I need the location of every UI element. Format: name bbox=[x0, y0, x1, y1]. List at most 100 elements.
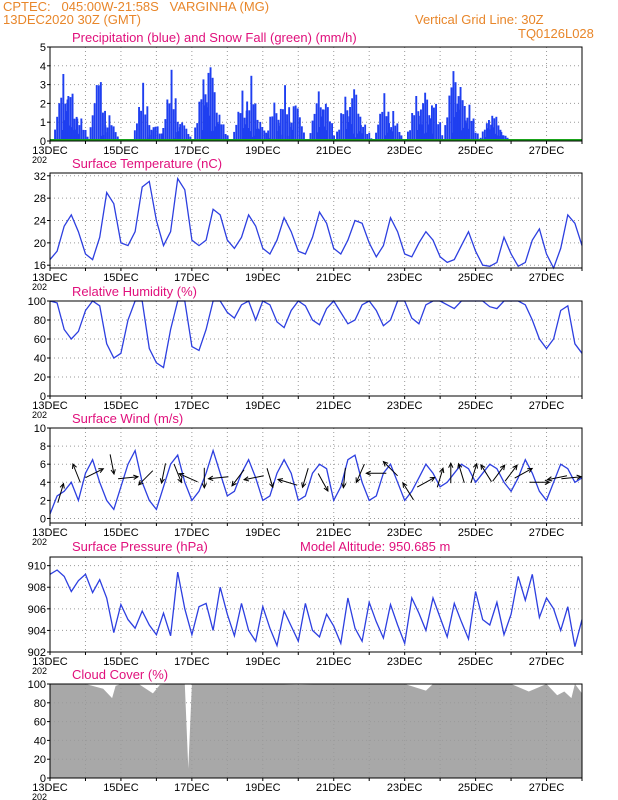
x-tick-label: 13DEC bbox=[32, 527, 68, 539]
location-line: CPTEC: 045:00W-21:58S VARGINHA (MG) bbox=[3, 0, 270, 14]
wind-arrow-head bbox=[207, 475, 214, 481]
wind-arrow-head bbox=[457, 462, 463, 469]
wind-arrow-head bbox=[269, 482, 275, 489]
precip-bar bbox=[457, 96, 460, 141]
precip-bar bbox=[358, 131, 360, 141]
x-tick-label: 15DEC bbox=[103, 145, 139, 157]
precip-bar bbox=[322, 109, 325, 141]
precip-bar bbox=[433, 107, 435, 141]
precip-bar bbox=[441, 135, 444, 141]
y-tick-label: 20 bbox=[34, 238, 46, 250]
x-tick-label: 21DEC bbox=[316, 782, 352, 794]
precip-bar bbox=[200, 99, 203, 141]
precip-bar bbox=[97, 85, 100, 141]
precip-bar bbox=[315, 103, 318, 141]
precip-bar bbox=[220, 124, 223, 141]
precip-bar bbox=[489, 129, 492, 141]
wind-arrow bbox=[85, 468, 104, 479]
wind-arrow bbox=[317, 473, 329, 492]
precip-bar bbox=[394, 125, 397, 141]
wind-arrow-head bbox=[544, 479, 551, 485]
precip-bar bbox=[140, 110, 142, 141]
y-tick-label: 10 bbox=[34, 423, 46, 435]
precip-bar bbox=[102, 112, 104, 141]
precip-bar bbox=[333, 135, 335, 141]
panel-frame bbox=[49, 556, 583, 653]
precip-bar bbox=[420, 109, 422, 141]
precip-bar bbox=[56, 116, 59, 141]
wind-arrow bbox=[561, 476, 582, 480]
precip-bar bbox=[259, 121, 262, 141]
wind-arrow bbox=[547, 475, 568, 481]
precip-bar bbox=[329, 121, 331, 141]
run-date-line: 13DEC2020 30Z (GMT) bbox=[3, 12, 141, 27]
x-tick-label: 19DEC bbox=[245, 782, 281, 794]
wind-arrow bbox=[173, 463, 182, 483]
wind-arrow bbox=[72, 463, 81, 483]
precip-bar bbox=[381, 111, 384, 141]
precip-bar bbox=[476, 133, 479, 141]
x-tick-label: 19DEC bbox=[245, 272, 281, 284]
precip-bar bbox=[255, 128, 257, 141]
precip-bar bbox=[462, 127, 465, 141]
y-tick-label: 4 bbox=[40, 61, 46, 73]
precip-bar bbox=[500, 131, 503, 141]
precip-bar bbox=[78, 125, 81, 141]
precip-bar bbox=[345, 129, 347, 141]
x-tick-label: 25DEC bbox=[458, 400, 494, 412]
precip-bar bbox=[213, 92, 216, 141]
precip-bar bbox=[74, 129, 77, 141]
precip-bar bbox=[398, 132, 401, 141]
wind-arrow bbox=[436, 468, 444, 488]
precip-bar bbox=[203, 105, 206, 141]
x-tick-label: 13DEC bbox=[32, 782, 68, 794]
precip-bar bbox=[460, 134, 463, 141]
precip-bar bbox=[446, 117, 449, 141]
precip-bar bbox=[366, 134, 369, 141]
precip-bar bbox=[396, 123, 399, 141]
precip-bar bbox=[175, 132, 177, 141]
panel-4: Surface Pressure (hPa) Model Altitude: 95… bbox=[28, 539, 583, 676]
y-tick-label: 0 bbox=[40, 136, 46, 148]
precip-bar bbox=[214, 126, 217, 141]
precip-bar bbox=[296, 108, 299, 141]
precip-bar bbox=[428, 118, 431, 141]
precip-bar bbox=[353, 89, 356, 141]
precip-bar bbox=[148, 125, 151, 141]
panel-frame bbox=[49, 683, 583, 779]
wind-arrow-head bbox=[137, 479, 144, 486]
precip-bar bbox=[386, 132, 388, 141]
precip-bar bbox=[108, 115, 111, 141]
precip-bar bbox=[154, 126, 157, 141]
wind-arrow-head bbox=[242, 476, 250, 482]
wind-arrow bbox=[161, 463, 166, 484]
precip-bar bbox=[485, 123, 488, 141]
precip-bar bbox=[407, 131, 409, 141]
precip-bar bbox=[82, 129, 85, 141]
wind-arrow bbox=[458, 463, 465, 483]
y-tick-label: 910 bbox=[28, 561, 46, 573]
y-tick-label: 32 bbox=[34, 171, 46, 183]
precip-bar bbox=[181, 122, 184, 141]
x-tick-label: 17DEC bbox=[174, 272, 210, 284]
precip-bar bbox=[207, 72, 210, 141]
precip-bar bbox=[257, 128, 260, 141]
panel-2: Relative Humidity (%) 0 20 40 60 80 100 13DEC 15… bbox=[28, 284, 583, 420]
precip-bar bbox=[63, 120, 66, 141]
x-tick-label: 19DEC bbox=[245, 145, 281, 157]
y-tick-label: 0 bbox=[40, 513, 46, 525]
wind-arrow bbox=[208, 476, 229, 480]
precip-bar bbox=[252, 104, 255, 141]
panel-1: Surface Temperature (nC) 16 20 24 28 32 13DEC 1… bbox=[32, 156, 583, 292]
precip-bar bbox=[168, 103, 171, 141]
precip-bar bbox=[286, 135, 289, 141]
y-tick-label: 20 bbox=[34, 754, 46, 766]
precip-bar bbox=[166, 99, 169, 141]
precip-bar bbox=[211, 77, 214, 141]
precip-bar bbox=[114, 132, 117, 141]
precip-bar bbox=[269, 116, 272, 141]
precip-bar bbox=[385, 116, 388, 141]
wind-arrow-head bbox=[365, 470, 372, 476]
y-tick-label: 20 bbox=[34, 372, 46, 384]
x-tick-label: 27DEC bbox=[529, 656, 565, 668]
